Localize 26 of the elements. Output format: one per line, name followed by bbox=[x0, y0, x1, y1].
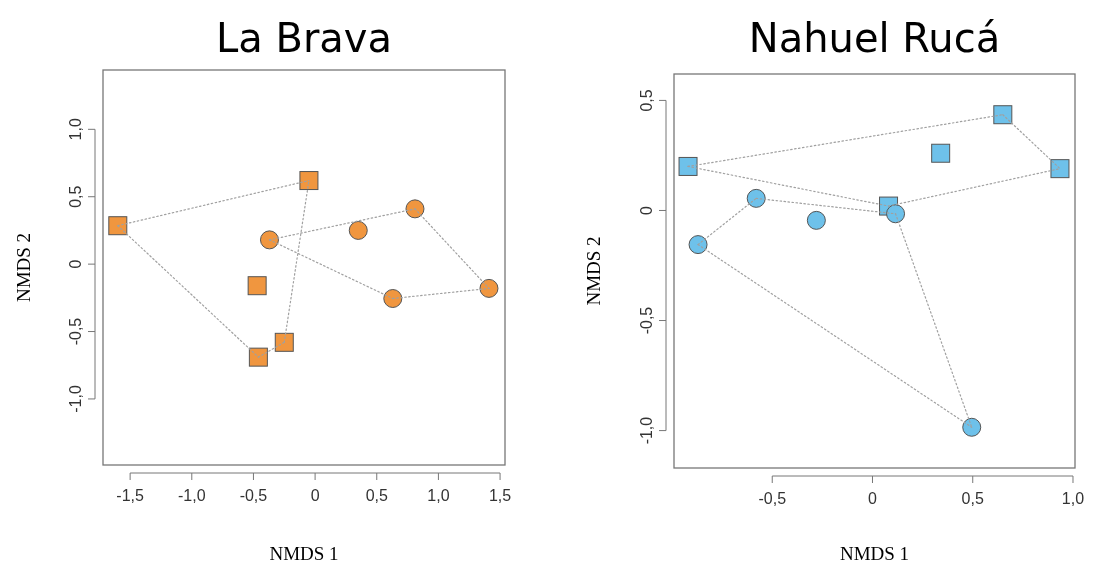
x-tick-label: 0 bbox=[310, 487, 320, 504]
y-tick-label: 0,5 bbox=[67, 185, 84, 208]
y-tick-label: 1,0 bbox=[67, 118, 84, 141]
y-tick-label: 0,5 bbox=[638, 89, 655, 112]
y-axis-title: NMDS 2 bbox=[583, 236, 604, 306]
y-axis-title: NMDS 2 bbox=[13, 232, 34, 303]
x-tick-label: 1,0 bbox=[427, 487, 450, 504]
x-tick-label: -0,5 bbox=[239, 487, 268, 504]
y-tick-label: 0 bbox=[67, 259, 84, 269]
x-axis-title: NMDS 1 bbox=[269, 543, 339, 564]
chart-title: Nahuel Rucá bbox=[748, 15, 1001, 61]
y-tick-label: -0,5 bbox=[67, 317, 84, 346]
x-tick-label: -0,5 bbox=[758, 490, 787, 507]
x-tick-label: 0,5 bbox=[365, 487, 388, 504]
x-tick-label: -1,0 bbox=[178, 487, 206, 504]
x-axis-title: NMDS 1 bbox=[839, 543, 910, 564]
x-tick-label: 1,0 bbox=[1061, 490, 1085, 507]
x-tick-label: 0,5 bbox=[961, 490, 984, 507]
y-tick-label: -0,5 bbox=[638, 306, 655, 335]
y-tick-label: -1,0 bbox=[67, 385, 84, 413]
x-tick-label: -1,5 bbox=[116, 487, 145, 504]
y-tick-label: 0 bbox=[638, 205, 655, 215]
x-tick-label: 1,5 bbox=[488, 487, 512, 504]
chart-title: La Brava bbox=[215, 15, 393, 61]
x-tick-label: 0 bbox=[868, 490, 878, 507]
y-tick-label: -1,0 bbox=[638, 416, 655, 445]
